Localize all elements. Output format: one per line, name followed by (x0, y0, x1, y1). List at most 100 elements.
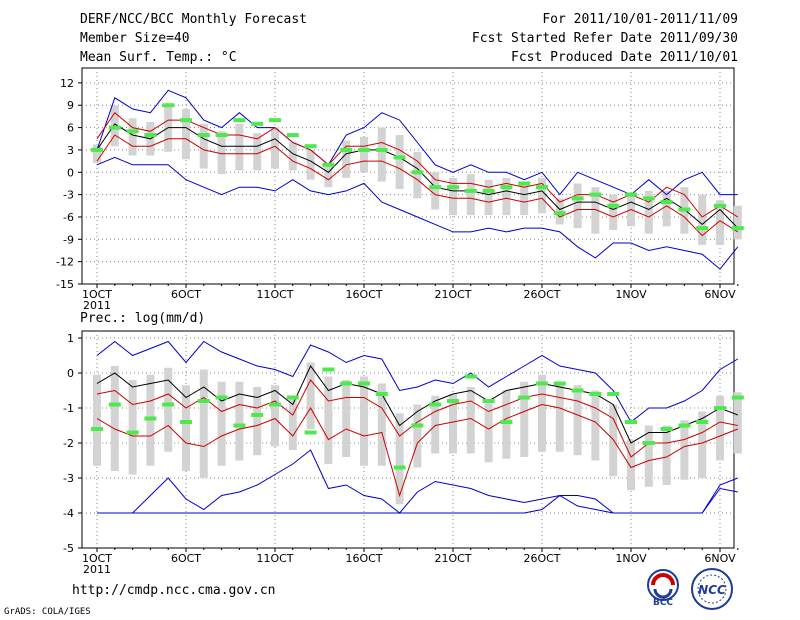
observation-marker (269, 118, 281, 123)
observation-marker (144, 133, 157, 138)
observation-marker (251, 121, 264, 126)
y-tick-label: -4 (63, 507, 74, 520)
temperature-chart: 12 9 6 3 0 -3 -6 -9 -12 -15 1OCT 6OCT 11OCT 16OCT 21OC… (56, 67, 744, 312)
spread-box (413, 151, 422, 199)
spread-box (182, 108, 190, 160)
spread-box (449, 177, 457, 216)
spread-box (199, 123, 208, 169)
observation-marker (571, 388, 584, 393)
spread-box (484, 179, 493, 216)
spread-box (538, 177, 546, 214)
observation-marker (215, 133, 228, 138)
observation-marker (180, 420, 192, 424)
spread-box (271, 385, 279, 447)
x-tick-label: 11OCT (256, 288, 293, 301)
observation-marker (286, 133, 299, 138)
x-tick-label: 16OCT (345, 288, 382, 301)
variable-label: Mean Surf. Temp.: °C (80, 50, 237, 65)
spread-box (93, 374, 101, 466)
source-url[interactable]: http://cmdp.ncc.cma.gov.cn (72, 583, 276, 598)
observation-marker (731, 395, 744, 400)
spread-box (128, 118, 137, 156)
y-tick-label: 0 (67, 166, 74, 179)
observation-marker (678, 423, 691, 428)
spread-box (93, 144, 101, 163)
observation-marker (518, 181, 531, 186)
spread-box (395, 135, 404, 190)
y-tick-label: -15 (56, 278, 74, 291)
y-tick-label: 12 (60, 77, 74, 90)
observation-marker (714, 406, 726, 410)
y-tick-label: -2 (63, 437, 74, 450)
spread-box (360, 136, 368, 173)
y-tick-label: -3 (63, 472, 74, 485)
spread-box (733, 205, 742, 240)
y-tick-label: -1 (63, 402, 74, 415)
spread-box (377, 127, 386, 182)
spread-box (644, 425, 653, 487)
observation-marker (358, 381, 370, 386)
observation-marker (500, 420, 513, 424)
y-tick-label: -6 (63, 211, 74, 224)
observation-marker (340, 147, 353, 152)
observation-marker (180, 118, 192, 123)
observation-marker (108, 402, 121, 407)
ncc-logo: NCC (688, 567, 736, 611)
observation-marker (233, 118, 246, 123)
spread-box (502, 177, 511, 216)
observation-marker (731, 226, 744, 231)
spread-box (627, 194, 635, 227)
spread-box (627, 439, 635, 491)
observation-marker (91, 147, 103, 152)
spread-box (128, 380, 137, 475)
member-size: Member Size=40 (80, 31, 190, 46)
spread-box (288, 142, 297, 171)
spread-box (716, 200, 724, 245)
ncc-logo-text: NCC (698, 583, 726, 597)
spread-box (217, 381, 226, 466)
observation-marker (678, 207, 691, 212)
observation-marker (447, 185, 459, 190)
observation-marker (358, 147, 370, 152)
y-tick-label: 3 (67, 144, 74, 157)
observation-marker (162, 103, 175, 108)
x-tick-label: 21OCT (434, 288, 471, 301)
observation-marker (304, 144, 317, 149)
observation-marker (393, 465, 406, 470)
spread-box (235, 381, 244, 461)
mean-line (96, 123, 739, 229)
observation-marker (304, 430, 317, 435)
observation-marker (215, 395, 228, 400)
observation-marker (126, 430, 139, 435)
spread-box (235, 123, 244, 171)
observation-marker (518, 395, 531, 400)
spread-box (253, 387, 262, 456)
y-tick-label: -9 (63, 233, 74, 246)
observation-marker (429, 402, 442, 407)
observation-marker (536, 381, 548, 386)
spread-box (449, 394, 457, 454)
x-tick-label: 26OCT (523, 552, 560, 565)
x-tick-label: 1NOV (615, 288, 647, 301)
spread-box (253, 133, 262, 171)
observation-marker (464, 374, 477, 379)
observation-marker (536, 185, 548, 190)
x-tick-label: 1NOV (615, 552, 647, 565)
observation-marker (553, 211, 566, 216)
observation-marker (696, 226, 709, 231)
spread-box (164, 367, 173, 452)
spread-box (733, 392, 742, 454)
spread-box (520, 381, 529, 457)
mean-line (96, 365, 738, 444)
observation-marker (660, 200, 673, 205)
observation-marker (91, 427, 103, 431)
spread-box (377, 383, 386, 466)
y-tick-label: 1 (67, 332, 74, 345)
observation-marker (589, 192, 602, 197)
spread-box (342, 380, 351, 457)
observation-marker (126, 129, 139, 134)
observation-marker (607, 203, 620, 208)
spread-box (110, 366, 119, 471)
x-tick-label: 6OCT (171, 288, 201, 301)
observation-marker (642, 196, 655, 201)
